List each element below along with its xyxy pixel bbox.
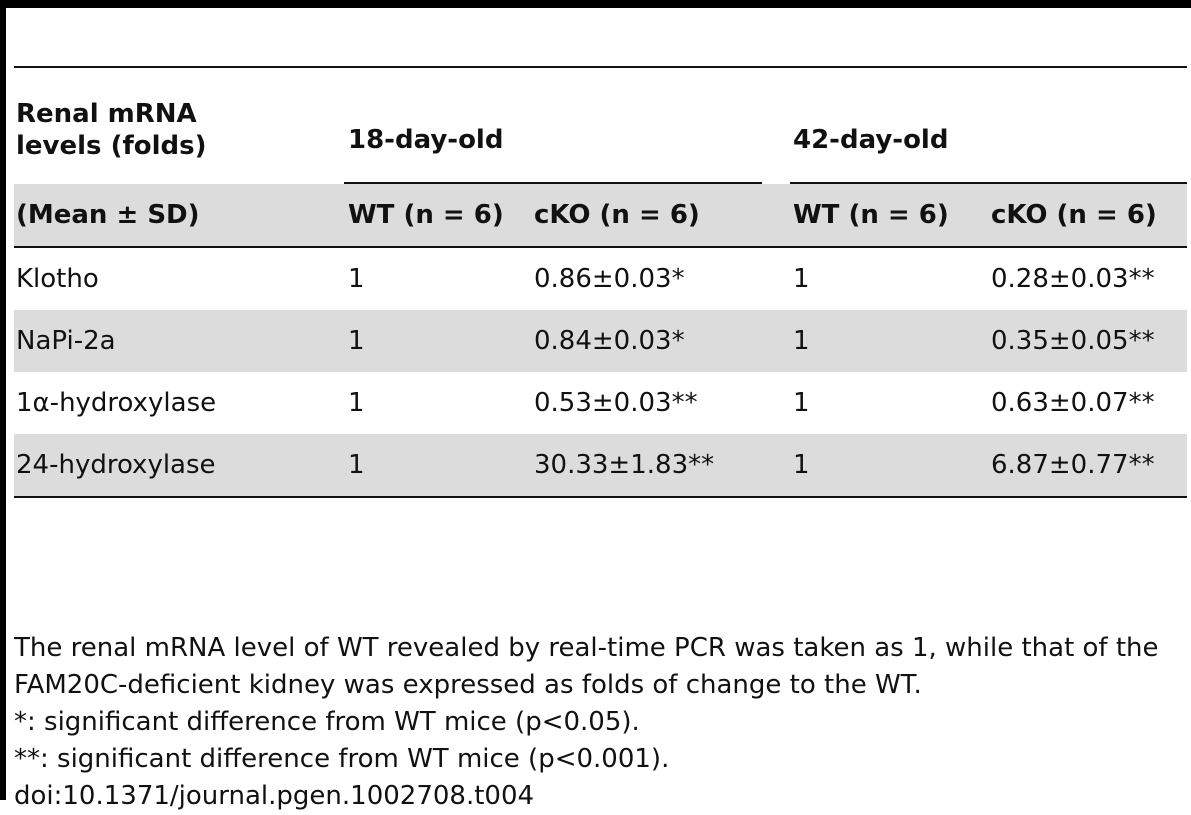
cell-cko-18: 0.53±0.03**: [534, 388, 698, 418]
table-header: Renal mRNA levels (folds) 18-day-old 42-…: [14, 68, 1187, 184]
subheader-cko-42: cKO (n = 6): [991, 200, 1157, 230]
header-bottom-rule: [14, 246, 1187, 248]
cell-wt-18: 1: [348, 450, 365, 480]
cell-cko-18: 30.33±1.83**: [534, 450, 715, 480]
left-border: [0, 0, 6, 800]
cell-wt-18: 1: [348, 388, 365, 418]
row-label: NaPi-2a: [16, 326, 116, 356]
subheader-wt-18: WT (n = 6): [348, 200, 504, 230]
subheader-wt-42: WT (n = 6): [793, 200, 949, 230]
top-border: [0, 0, 1191, 8]
header-measure-line1: Renal mRNA: [16, 99, 197, 129]
cell-cko-42: 0.35±0.05**: [991, 326, 1155, 356]
row-label: Klotho: [16, 264, 99, 294]
header-measure: Renal mRNA levels (folds): [16, 98, 207, 162]
table-row: Klotho 1 0.86±0.03* 1 0.28±0.03**: [14, 248, 1187, 310]
cell-wt-42: 1: [793, 326, 810, 356]
table-bottom-rule: [14, 496, 1187, 498]
subheader-cko-18: cKO (n = 6): [534, 200, 700, 230]
row-label: 1α-hydroxylase: [16, 388, 217, 418]
table-row: NaPi-2a 1 0.84±0.03* 1 0.35±0.05**: [14, 310, 1187, 372]
group-18-underline: [344, 182, 762, 184]
cell-wt-18: 1: [348, 326, 365, 356]
cell-cko-18: 0.86±0.03*: [534, 264, 685, 294]
row-label: 24-hydroxylase: [16, 450, 216, 480]
table-footnotes: The renal mRNA level of WT revealed by r…: [14, 630, 1179, 815]
group-42-underline: [790, 182, 1187, 184]
cell-wt-42: 1: [793, 264, 810, 294]
subheader-mean-sd: (Mean ± SD): [16, 200, 200, 230]
cell-cko-42: 6.87±0.77**: [991, 450, 1155, 480]
doi-link[interactable]: doi:10.1371/journal.pgen.1002708.t004: [14, 781, 535, 811]
footnote-description: The renal mRNA level of WT revealed by r…: [14, 633, 1159, 700]
header-group-18-day: 18-day-old: [348, 125, 504, 155]
footnote-double-asterisk: **: significant difference from WT mice …: [14, 744, 670, 774]
table-row: 1α-hydroxylase 1 0.53±0.03** 1 0.63±0.07…: [14, 372, 1187, 434]
cell-cko-18: 0.84±0.03*: [534, 326, 685, 356]
cell-wt-18: 1: [348, 264, 365, 294]
subheader-row: (Mean ± SD) WT (n = 6) cKO (n = 6) WT (n…: [14, 184, 1187, 246]
cell-wt-42: 1: [793, 450, 810, 480]
table-row: 24-hydroxylase 1 30.33±1.83** 1 6.87±0.7…: [14, 434, 1187, 496]
data-table: Renal mRNA levels (folds) 18-day-old 42-…: [14, 66, 1187, 498]
header-measure-line2: levels (folds): [16, 131, 207, 161]
cell-wt-42: 1: [793, 388, 810, 418]
cell-cko-42: 0.63±0.07**: [991, 388, 1155, 418]
header-group-42-day: 42-day-old: [793, 125, 949, 155]
footnote-single-asterisk: *: significant difference from WT mice (…: [14, 707, 640, 737]
table-top-rule: [14, 66, 1187, 68]
cell-cko-42: 0.28±0.03**: [991, 264, 1155, 294]
